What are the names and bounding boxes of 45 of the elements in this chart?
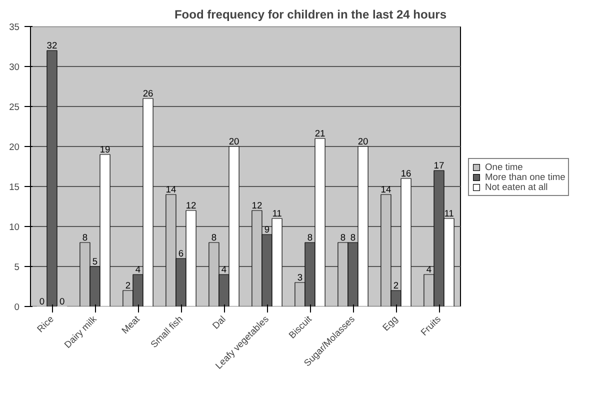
data-label: 12	[252, 200, 262, 210]
y-tick-label: 25	[9, 102, 20, 112]
data-label: 19	[100, 144, 110, 154]
data-label: 8	[307, 232, 313, 242]
data-label: 11	[444, 208, 454, 218]
data-label: 14	[166, 184, 176, 194]
x-tick-label: Rice	[35, 314, 56, 334]
legend-label: More than one time	[485, 172, 566, 182]
data-label: 4	[426, 264, 432, 274]
data-label: 20	[358, 136, 368, 146]
x-tick-label: Egg	[380, 314, 400, 333]
data-label: 21	[314, 128, 326, 138]
data-label: 2	[393, 280, 399, 290]
data-label: 8	[211, 232, 217, 242]
data-label: 14	[380, 184, 392, 194]
chart-title: Food frequency for children in the last 24 hours	[174, 8, 447, 22]
data-label: 6	[178, 248, 184, 258]
y-tick-label: 20	[9, 142, 20, 152]
data-label: 8	[340, 232, 346, 242]
y-tick-label: 35	[9, 22, 20, 32]
data-label: 4	[135, 264, 141, 274]
data-label: 0	[39, 296, 45, 306]
data-label: 32	[46, 40, 58, 50]
data-label: 16	[400, 168, 412, 178]
y-tick-label: 5	[14, 262, 20, 272]
y-tick-label: 0	[14, 302, 20, 312]
x-tick-label: Dal	[210, 314, 228, 331]
data-label: 3	[297, 272, 303, 282]
y-tick-label: 15	[9, 182, 20, 192]
legend-label: Not eaten at all	[485, 182, 548, 192]
data-label: 4	[221, 264, 227, 274]
data-label: 11	[272, 208, 282, 218]
legend-label: One time	[485, 162, 523, 172]
y-tick-label: 30	[9, 62, 20, 72]
data-label: 2	[125, 280, 131, 290]
data-label: 9	[264, 224, 270, 234]
y-tick-label: 10	[9, 222, 20, 232]
data-label: 5	[92, 256, 98, 266]
data-label: 8	[350, 232, 356, 242]
data-label: 8	[82, 232, 88, 242]
data-label: 0	[59, 296, 65, 306]
data-label: 12	[186, 200, 196, 210]
data-label: 26	[142, 88, 154, 98]
data-label: 20	[228, 136, 240, 146]
data-label: 17	[434, 160, 444, 170]
